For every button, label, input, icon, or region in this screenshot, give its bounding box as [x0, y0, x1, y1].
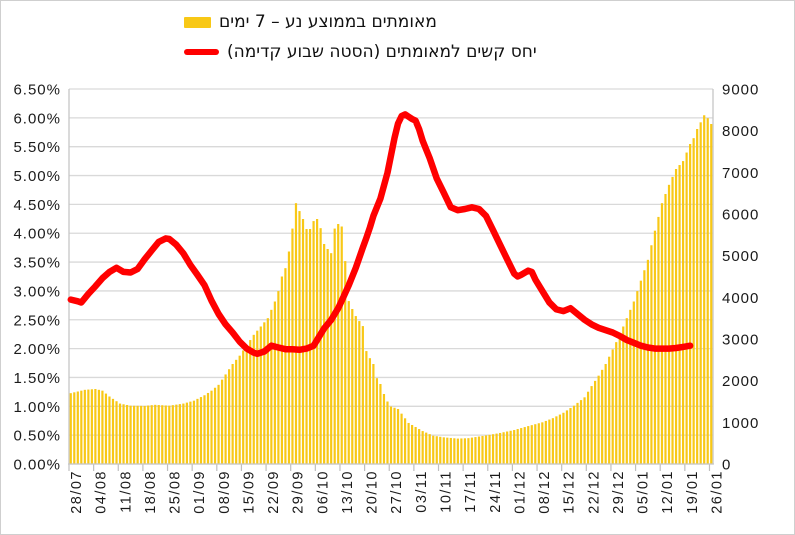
- svg-text:27/10: 27/10: [389, 470, 405, 514]
- svg-text:0.50%: 0.50%: [13, 428, 61, 445]
- svg-text:7000: 7000: [722, 165, 759, 182]
- svg-text:25/08: 25/08: [168, 470, 184, 514]
- svg-text:3000: 3000: [722, 332, 759, 349]
- right-axis-labels: 9000 8000 7000 6000 5000 4000 3000 2000 1000 0: [722, 82, 759, 474]
- svg-text:5.50%: 5.50%: [13, 139, 61, 156]
- legend-item-confirmed-avg: מאומתים בממוצע נע – 7 ימים: [184, 9, 537, 35]
- svg-text:5000: 5000: [722, 248, 759, 265]
- svg-text:17/11: 17/11: [463, 470, 479, 513]
- svg-text:8000: 8000: [722, 123, 759, 140]
- svg-text:24/11: 24/11: [488, 470, 504, 513]
- svg-text:5.00%: 5.00%: [13, 168, 61, 185]
- svg-text:11/08: 11/08: [118, 470, 134, 513]
- svg-text:19/01: 19/01: [685, 470, 701, 514]
- svg-text:29/12: 29/12: [611, 470, 627, 514]
- svg-text:12/01: 12/01: [660, 470, 676, 514]
- svg-text:06/10: 06/10: [315, 470, 331, 514]
- svg-text:3.00%: 3.00%: [13, 283, 61, 300]
- bar-series-swatch-icon: [184, 16, 211, 28]
- legend-item-severe-ratio: יחס קשים למאומתים (הסטה שבוע קדימה): [184, 39, 537, 65]
- svg-text:2000: 2000: [722, 373, 759, 390]
- svg-text:4.00%: 4.00%: [13, 226, 61, 243]
- left-axis-labels: 6.50% 6.00% 5.50% 5.00% 4.50% 4.00% 3.50% 3.00%…: [13, 82, 61, 474]
- svg-text:4.50%: 4.50%: [13, 197, 61, 214]
- svg-text:2.50%: 2.50%: [13, 312, 61, 329]
- svg-text:03/11: 03/11: [414, 470, 430, 513]
- line-series-swatch-icon: [184, 49, 219, 55]
- svg-text:22/12: 22/12: [586, 470, 602, 514]
- svg-text:6000: 6000: [722, 207, 759, 224]
- svg-text:1.50%: 1.50%: [13, 370, 61, 387]
- svg-text:6.00%: 6.00%: [13, 110, 61, 127]
- svg-text:6.50%: 6.50%: [13, 82, 61, 99]
- svg-text:9000: 9000: [722, 82, 759, 99]
- svg-text:08/09: 08/09: [217, 470, 233, 514]
- svg-text:13/10: 13/10: [340, 470, 356, 514]
- svg-text:26/01: 26/01: [709, 470, 725, 514]
- svg-text:01/12: 01/12: [512, 470, 528, 514]
- svg-text:04/08: 04/08: [94, 470, 110, 514]
- svg-text:22/09: 22/09: [266, 470, 282, 514]
- svg-text:29/09: 29/09: [291, 470, 307, 514]
- x-axis: 28/07 04/08 11/08 18/08 25/08 01/09 08/09 15/09…: [68, 464, 725, 514]
- svg-text:1000: 1000: [722, 415, 759, 432]
- svg-text:01/09: 01/09: [192, 470, 208, 514]
- svg-text:08/12: 08/12: [537, 470, 553, 514]
- svg-text:0.00%: 0.00%: [13, 457, 61, 474]
- svg-text:1.00%: 1.00%: [13, 399, 61, 416]
- svg-text:4000: 4000: [722, 290, 759, 307]
- legend-label-confirmed-avg: מאומתים בממוצע נע – 7 ימים: [219, 12, 437, 32]
- svg-text:15/09: 15/09: [241, 470, 257, 514]
- svg-text:0: 0: [722, 457, 731, 474]
- svg-text:20/10: 20/10: [365, 470, 381, 514]
- svg-text:10/11: 10/11: [439, 470, 455, 513]
- chart-legend: מאומתים בממוצע נע – 7 ימים יחס קשים למאו…: [184, 9, 537, 65]
- severe-ratio-line: [67, 111, 694, 358]
- svg-text:2.00%: 2.00%: [13, 341, 61, 358]
- svg-text:05/01: 05/01: [636, 470, 652, 514]
- svg-text:18/08: 18/08: [143, 470, 159, 514]
- svg-text:28/07: 28/07: [69, 470, 85, 514]
- legend-label-severe-ratio: יחס קשים למאומתים (הסטה שבוע קדימה): [227, 42, 537, 62]
- svg-text:15/12: 15/12: [562, 470, 578, 514]
- svg-text:3.50%: 3.50%: [13, 255, 61, 272]
